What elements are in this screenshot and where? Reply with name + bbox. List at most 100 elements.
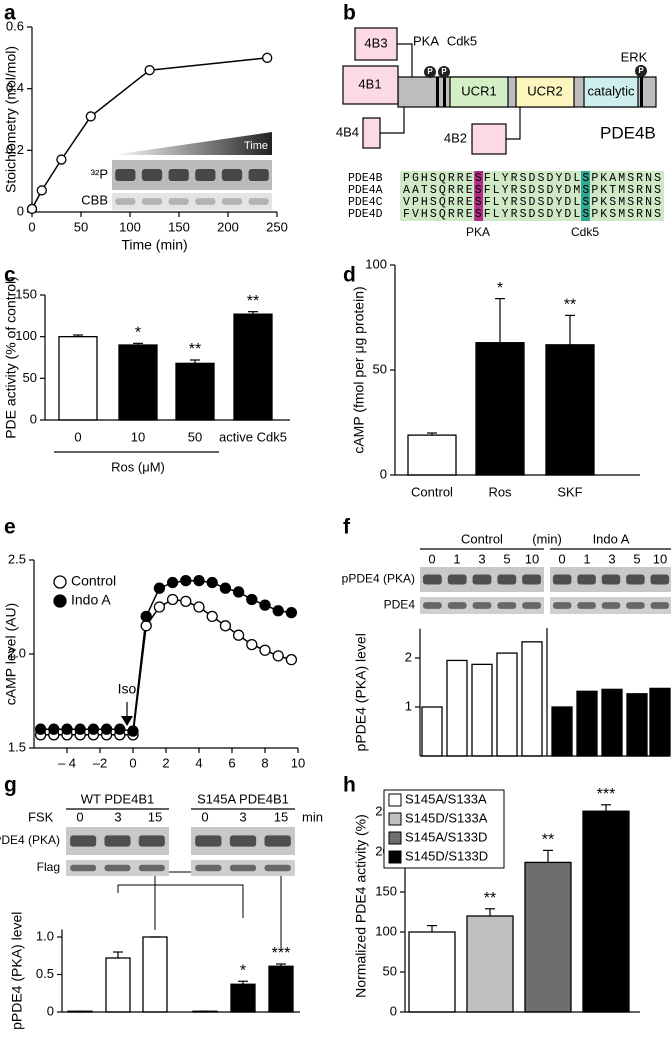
sequence: FVHSQRRESFLYRSDSDYDLSPKSMSRNS (403, 208, 661, 221)
y-tick-label: 100 (15, 328, 37, 343)
x-tick-label: 0 (428, 551, 435, 566)
data-point (285, 653, 298, 666)
y-tick-label: 50 (373, 361, 387, 376)
data-point (246, 638, 258, 651)
x-tick-label: 0 (201, 809, 208, 824)
data-point (56, 154, 67, 165)
data-point (140, 610, 152, 623)
series-line (40, 598, 292, 736)
bar (118, 344, 158, 421)
data-point (259, 644, 271, 656)
bar (175, 362, 215, 421)
x-tick-label: active Cdk5 (219, 429, 287, 444)
bar (649, 687, 671, 757)
blot-band (115, 198, 136, 205)
y-axis-title: Normalized PDE4 activity (%) (353, 814, 369, 998)
series-label: WT PDE4B1 (81, 791, 154, 806)
y-tick-label: 100 (375, 923, 397, 938)
x-tick-label: Ros (488, 484, 512, 499)
x-tick-label: 6 (228, 755, 235, 770)
blot-band (577, 602, 596, 609)
blot-band (141, 198, 163, 205)
bar (408, 931, 456, 1013)
blot-band (650, 574, 670, 585)
x-tick-label: 3 (239, 809, 246, 824)
bar (268, 965, 294, 1013)
blot-band (447, 574, 467, 585)
x-tick-label: 0 (558, 551, 565, 566)
site-label: Cdk5 (447, 33, 477, 48)
x-tick-label: 0 (76, 809, 83, 824)
bar (466, 915, 514, 1013)
isoform-label: 4B2 (444, 130, 467, 145)
x-tick-label: 1 (583, 551, 590, 566)
blot-band (248, 198, 269, 205)
site-stripe (640, 77, 643, 107)
x-tick-label: 4 (195, 755, 202, 770)
blot-band (422, 602, 442, 609)
data-point (87, 723, 100, 735)
connector (397, 43, 413, 77)
isoform-label: 4B3 (364, 35, 387, 50)
data-point (140, 620, 152, 632)
x-tick-label: 50 (188, 429, 202, 444)
sequence: VPHSQRRESFLYRSDSDYDLSPKSMSRNS (403, 196, 661, 209)
bar (421, 706, 443, 757)
sequence-name: PDE4A (348, 184, 383, 197)
data-point (193, 601, 205, 613)
blot-band (497, 574, 517, 585)
blot-band (138, 835, 165, 847)
x-tick-label: –2 (93, 755, 107, 770)
blot-band (70, 835, 97, 847)
x-tick-label: 50 (74, 219, 88, 234)
y-axis-title: cAMP (fmol per μg protein) (351, 286, 367, 453)
blot-band (447, 602, 467, 609)
legend-swatch (388, 812, 402, 826)
isoform-label: 4B4 (336, 124, 359, 139)
data-point (219, 620, 232, 632)
x-tick-label: 15 (148, 809, 162, 824)
x-tick-label: – 4 (58, 755, 76, 770)
blot-band (168, 198, 189, 205)
bar (626, 693, 648, 757)
data-point (180, 575, 192, 587)
domain-diagram: 4B3 4B1 4B4 4B2 UCR1 UCR2 catalytic PKA … (336, 27, 664, 239)
bar (233, 313, 273, 421)
data-point (26, 203, 38, 215)
y-tick-label: 0.2 (6, 142, 24, 157)
y-axis-title: Stoichiometry (mol/mol) (3, 46, 19, 193)
blot-band (422, 574, 442, 585)
blot-band (552, 574, 572, 585)
y-tick-label: 0 (17, 203, 24, 218)
significance-label: ** (564, 297, 576, 314)
bar (471, 663, 493, 757)
series-label: S145A PDE4B1 (197, 791, 289, 806)
blot-band (221, 198, 243, 205)
legend-label: S145D/S133A (405, 810, 488, 825)
x-tick-label: 1 (453, 551, 460, 566)
bar (576, 690, 598, 757)
blot-band (248, 169, 269, 181)
significance-label: * (135, 325, 141, 342)
data-point (262, 52, 273, 63)
series-label: Control (461, 531, 503, 546)
y-tick-label: 1.5 (8, 739, 26, 754)
blot-band (472, 602, 492, 609)
y-tick-label: 0.5 (36, 966, 54, 981)
bar (496, 652, 518, 757)
x-tick-label: 100 (119, 219, 141, 234)
series-label: Indo A (593, 531, 630, 546)
phospho-marker (438, 66, 450, 78)
unit-label: (min) (532, 531, 562, 546)
y-tick-label: 150 (375, 883, 397, 898)
y-tick-label: 0 (390, 1003, 397, 1018)
phospho-marker (424, 66, 436, 78)
x-tick-label: 3 (114, 809, 121, 824)
bar (521, 641, 543, 757)
isoform-box (362, 117, 381, 149)
data-point (272, 605, 284, 617)
y-axis-title: pPDE4 (PKA) level (353, 633, 369, 751)
x-tick-label: 10 (131, 429, 145, 444)
panel-label: b (343, 2, 356, 25)
